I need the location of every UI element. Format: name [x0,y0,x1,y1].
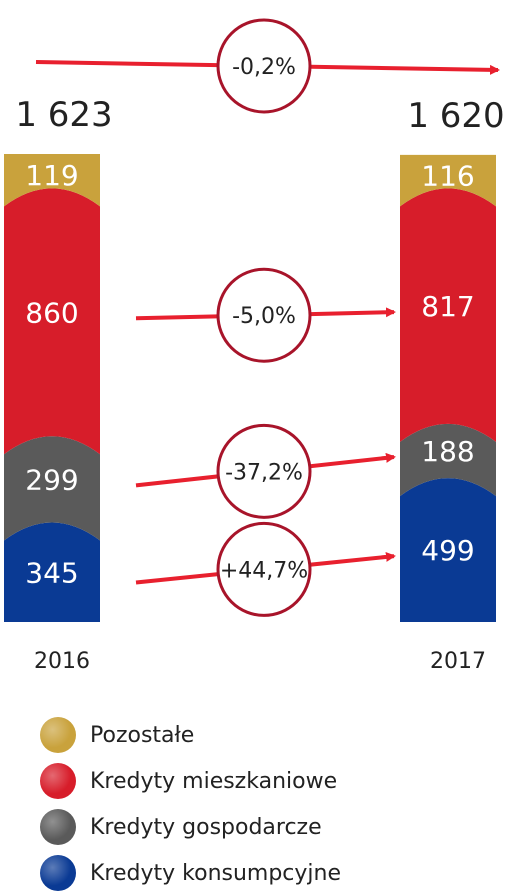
bar-2016-kredyty-gospodarcze [4,436,100,541]
legend-label-kredyty-mieszkaniowe: Kredyty mieszkaniowe [90,768,338,794]
legend-swatch-kredyty-gospodarcze [40,809,76,845]
change-kredyty-konsumpcyjne-circle [216,521,312,617]
data-label-2016-kredyty-mieszkaniowe: 860 [25,296,78,329]
data-label-2017-kredyty-konsumpcyjne: 499 [421,534,474,567]
legend-item-kredyty-mieszkaniowe: Kredyty mieszkaniowe [40,758,341,804]
change-kredyty-gospodarcze-label: -37,2% [225,460,303,485]
legend-swatch-kredyty-mieszkaniowe [40,763,76,799]
data-label-2017-kredyty-gospodarcze: 188 [421,435,474,468]
legend-item-kredyty-konsumpcyjne: Kredyty konsumpcyjne [40,850,341,896]
legend-label-kredyty-gospodarcze: Kredyty gospodarcze [90,814,322,840]
x-tick-label-2016: 2016 [34,649,90,674]
data-label-2017-pozosta-e: 116 [421,160,474,193]
bar-2017-kredyty-mieszkaniowe [400,188,496,442]
total-change-circle [216,18,312,114]
legend-swatch-pozosta-e [40,717,76,753]
legend-label-pozosta-e: Pozostałe [90,722,195,748]
total-label-2016: 1 623 [15,95,112,135]
data-label-2017-kredyty-mieszkaniowe: 817 [421,290,474,323]
bar-2016-kredyty-mieszkaniowe [4,188,100,455]
x-tick-label-2017: 2017 [430,649,486,674]
bar-2016-kredyty-konsumpcyjne [4,522,100,622]
change-kredyty-mieszkaniowe-circle [216,267,312,363]
legend: Pozostałe Kredyty mieszkaniowe Kredyty gos… [40,712,341,896]
data-label-2016-pozosta-e: 119 [25,159,78,192]
total-change-label: -0,2% [232,55,296,80]
bar-2017-pozosta-e [400,154,496,207]
change-kredyty-gospodarcze-circle [216,423,312,519]
bar-2017-kredyty-gospodarcze [400,423,496,497]
bar-2016-pozosta-e [4,154,100,207]
legend-swatch-kredyty-konsumpcyjne [40,855,76,891]
bar-2017-kredyty-konsumpcyjne [400,478,496,622]
legend-label-kredyty-konsumpcyjne: Kredyty konsumpcyjne [90,860,342,886]
legend-item-pozosta-e: Pozostałe [40,712,341,758]
total-label-2017: 1 620 [407,96,504,136]
data-label-2016-kredyty-konsumpcyjne: 345 [25,556,78,589]
change-kredyty-mieszkaniowe-label: -5,0% [232,304,296,329]
change-kredyty-konsumpcyjne-label: +44,7% [220,558,308,583]
legend-item-kredyty-gospodarcze: Kredyty gospodarcze [40,804,341,850]
data-label-2016-kredyty-gospodarcze: 299 [25,463,78,496]
